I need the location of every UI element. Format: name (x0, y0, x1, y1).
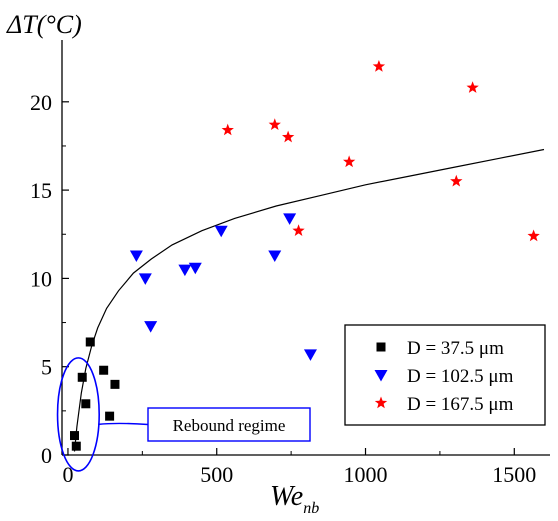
data-point-series-2 (144, 321, 158, 333)
x-axis-label-subscript: nb (303, 500, 319, 517)
y-axis-label: ΔT(°C) (6, 10, 82, 39)
y-tick-label: 0 (41, 443, 52, 468)
data-point-series-3 (466, 81, 479, 93)
legend-label-3: D = 167.5 μm (407, 394, 514, 415)
data-point-series-3 (343, 155, 356, 168)
data-point-series-3 (282, 130, 295, 143)
data-point-series-2 (303, 349, 317, 361)
x-tick-label: 500 (200, 462, 233, 487)
annotation-text: Rebound regime (173, 416, 286, 435)
annotation-layer: Rebound regime (56, 357, 311, 472)
data-point-series-2 (138, 273, 152, 285)
legend-label-1: D = 37.5 μm (407, 338, 504, 359)
y-tick-label: 20 (30, 90, 52, 115)
y-tick-label: 10 (30, 266, 52, 291)
legend: D = 37.5 μm D = 102.5 μm D = 167.5 μm (344, 324, 546, 426)
x-tick-label: 1500 (492, 462, 536, 487)
annotation-connector (98, 422, 149, 426)
data-point-series-1 (81, 399, 91, 409)
data-point-series-2 (188, 262, 202, 275)
y-tick-label: 15 (30, 178, 52, 203)
legend-marker-1 (376, 342, 386, 352)
data-point-series-3 (292, 224, 305, 236)
legend-marker-2 (374, 370, 388, 382)
data-point-series-2 (268, 250, 282, 262)
data-point-series-1 (99, 365, 109, 375)
data-point-series-1 (110, 379, 120, 389)
y-tick-label: 5 (41, 355, 52, 380)
data-point-series-1 (105, 411, 115, 421)
axes: 0 5 10 15 20 0 500 1000 1500 (30, 40, 550, 487)
data-point-series-2 (129, 250, 143, 262)
data-points-layer (69, 60, 540, 451)
fit-curve (73, 148, 545, 452)
data-point-series-2 (283, 213, 297, 225)
x-tick-label: 1000 (344, 462, 388, 487)
data-point-series-3 (221, 123, 234, 136)
legend-label-2: D = 102.5 μm (407, 366, 514, 387)
data-point-series-1 (71, 441, 81, 451)
data-point-series-1 (77, 372, 87, 382)
x-tick-label: 0 (62, 462, 73, 487)
x-axis-label: Wenb (270, 481, 319, 517)
data-point-series-3 (450, 174, 463, 187)
data-point-series-2 (214, 225, 228, 238)
data-point-series-1 (69, 431, 79, 441)
data-point-series-3 (268, 118, 281, 130)
data-point-series-3 (527, 229, 540, 242)
data-point-series-1 (85, 337, 95, 347)
data-point-series-3 (372, 60, 386, 72)
legend-marker-3 (374, 396, 388, 409)
x-axis-label-main: We (270, 481, 303, 512)
rebound-regime-ellipse (56, 357, 100, 472)
annotation-box (147, 407, 311, 442)
data-point-series-2 (178, 264, 192, 277)
fit-curve-layer (73, 148, 545, 452)
